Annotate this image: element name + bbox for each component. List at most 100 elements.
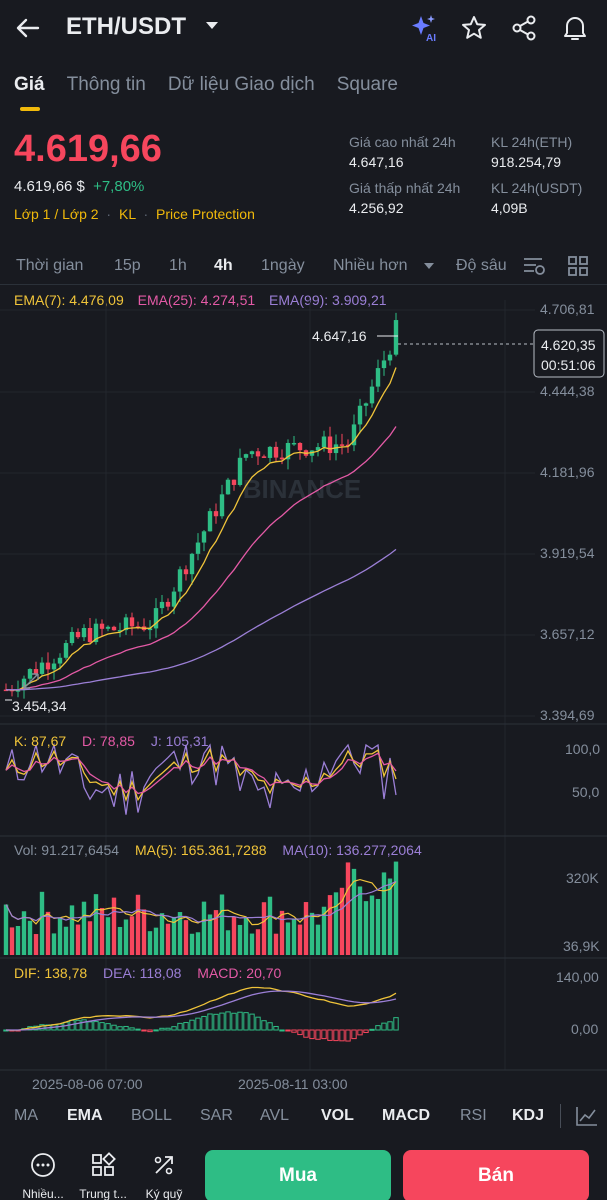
macd-dif: DIF: 138,78 [14,965,88,981]
chart-grid [0,300,607,1071]
ema7-line [5,367,397,691]
volume-bar [333,892,339,955]
last-price: 4.619,66 [14,128,162,170]
macd-histogram-bar [159,1027,165,1031]
center-action[interactable]: Trung t... [75,1152,131,1200]
candle-body [75,631,81,638]
tag-kl[interactable]: KL [118,206,136,222]
macd-histogram-bar [231,1012,237,1031]
volume-bar [69,905,75,955]
volume-bar [51,933,57,955]
interval-time[interactable]: Thời gian [16,257,84,274]
candle-body [363,403,369,406]
interval-1d[interactable]: 1ngày [261,257,305,274]
chart-settings-icon[interactable] [522,255,546,277]
indicator-boll[interactable]: BOLL [131,1107,172,1124]
candle-body [105,626,111,629]
candle-body [339,444,345,446]
margin-action[interactable]: Ký quỹ [136,1152,192,1200]
share-icon[interactable] [510,14,538,42]
volume-bar [231,916,237,955]
indicator-ma[interactable]: MA [14,1107,38,1124]
indicator-rsi[interactable]: RSI [460,1107,487,1124]
sell-button[interactable]: Bán [403,1150,589,1200]
candle-body [261,456,267,458]
tab-square[interactable]: Square [336,74,398,95]
volume-bar [45,911,51,955]
expand-icon[interactable] [23,673,39,689]
candlestick-chart[interactable]: BINANCE 4.706,81 4.444,38 4.181,96 3.919… [0,290,607,1100]
volume-bar [249,933,255,955]
macd-histogram-bar [369,1028,375,1031]
kdj-d: D: 78,85 [82,733,135,749]
macd-histogram-bar [177,1022,183,1031]
macd-histogram-bar [165,1027,171,1031]
candle-body [15,690,21,692]
macd-histogram-bar [201,1015,207,1031]
price-axis-5: 3.657,12 [540,626,595,642]
candle-body [297,442,303,451]
volume-bar [357,886,363,955]
candle-body [81,627,87,638]
macd-pane [3,986,399,1042]
buy-button[interactable]: Mua [205,1150,391,1200]
section-tabs: Giá Thông tin Dữ liệu Giao dịch Square [14,74,420,96]
macd-dea-line [6,990,397,1031]
volume-bar [93,894,99,955]
macd-histogram-bar [321,1029,327,1040]
macd-histogram-bar [39,1024,45,1031]
interval-4h[interactable]: 4h [214,257,233,274]
candle-body [327,436,333,454]
macd-histogram-bar [333,1029,339,1042]
candle-body [249,451,255,455]
center-label: Trung t... [79,1187,127,1200]
volume-bar [159,913,165,955]
price-change: +7,80% [93,178,145,195]
ai-label: AI [426,33,436,44]
star-icon[interactable] [460,14,488,42]
macd-histogram-bar [123,1025,129,1031]
chevron-down-icon[interactable] [204,20,220,32]
back-arrow-icon[interactable] [14,14,42,42]
macd-histogram-bar [81,1019,87,1031]
volume-bar [21,911,27,955]
candle-body [225,479,231,495]
indicator-vol[interactable]: VOL [321,1107,354,1124]
tab-info[interactable]: Thông tin [66,74,146,95]
tab-trading-data[interactable]: Dữ liệu Giao dịch [167,74,315,95]
vol-legend: Vol: 91.217,6454 MA(5): 165.361,7288 MA(… [14,842,422,858]
interval-15m[interactable]: 15p [114,257,141,274]
volume-bar [327,895,333,955]
indicator-kdj[interactable]: KDJ [512,1107,545,1124]
candle-body [177,569,183,592]
indicator-macd[interactable]: MACD [382,1107,430,1124]
layout-grid-icon[interactable] [567,255,589,277]
candle-body [99,623,105,629]
macd-histogram-bar [309,1029,315,1040]
volume-bar [375,898,381,955]
tab-price[interactable]: Giá [14,74,45,95]
indicator-avl[interactable]: AVL [260,1107,290,1124]
macd-histogram-bar [207,1013,213,1031]
ema99-legend: EMA(99): 3.909,21 [269,292,387,308]
candle-body [111,626,117,631]
interval-more[interactable]: Nhiều hơn [333,257,408,274]
macd-histogram-bar [171,1026,177,1031]
macd-histogram-bar [351,1029,357,1040]
indicator-settings-icon[interactable] [575,1105,599,1127]
bell-icon[interactable] [561,13,589,43]
ai-sparkle-icon[interactable]: AI [408,12,440,44]
ema7-legend: EMA(7): 4.476,09 [14,292,124,308]
indicator-ema[interactable]: EMA [67,1107,103,1124]
tag-layer[interactable]: Lớp 1 / Lớp 2 [14,206,99,222]
pair-title[interactable]: ETH/USDT [66,13,186,40]
macd-histogram-bar [303,1029,309,1038]
interval-depth[interactable]: Độ sâu [456,257,506,274]
tag-price-protection[interactable]: Price Protection [156,206,255,222]
volume-bar [183,920,189,955]
interval-1h[interactable]: 1h [169,257,187,274]
more-action[interactable]: Nhiều... [15,1152,71,1200]
vol-ma5: MA(5): 165.361,7288 [135,842,267,858]
macd-histogram-bar [75,1019,81,1031]
indicator-sar[interactable]: SAR [200,1107,233,1124]
